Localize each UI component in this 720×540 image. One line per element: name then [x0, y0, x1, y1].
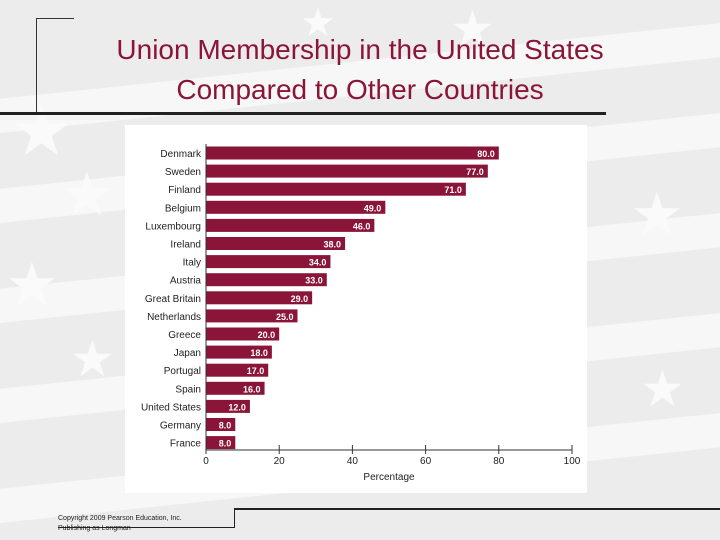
- bar-value-label: 77.0: [466, 167, 484, 177]
- x-tick-label: 40: [347, 456, 359, 467]
- category-label: Portugal: [164, 366, 201, 377]
- bar: [206, 255, 331, 269]
- x-axis-label: Percentage: [363, 472, 415, 483]
- x-tick-label: 100: [564, 456, 581, 467]
- title-underline: [0, 112, 606, 115]
- bar-value-label: 49.0: [364, 203, 382, 213]
- bar-value-label: 8.0: [219, 421, 232, 431]
- bar: [206, 363, 269, 377]
- bar: [206, 309, 298, 323]
- category-label: Austria: [170, 276, 202, 287]
- x-tick-label: 60: [420, 456, 432, 467]
- title-frame-left: [36, 18, 37, 112]
- footer-box-right-edge: [234, 510, 235, 528]
- bar-value-label: 71.0: [444, 185, 462, 195]
- category-label: Denmark: [160, 149, 202, 160]
- category-label: France: [170, 439, 202, 450]
- star-icon: ★: [5, 250, 59, 320]
- bar: [206, 182, 466, 196]
- bar-value-label: 18.0: [250, 348, 268, 358]
- bar-value-label: 25.0: [276, 312, 294, 322]
- x-tick-label: 80: [493, 456, 505, 467]
- bar-value-label: 80.0: [477, 149, 495, 159]
- star-icon: ★: [300, 0, 336, 46]
- bar: [206, 291, 313, 305]
- x-tick-label: 20: [274, 456, 286, 467]
- bar: [206, 237, 346, 250]
- title-frame-top: [36, 18, 74, 19]
- bar-value-label: 17.0: [247, 366, 265, 376]
- bar-value-label: 34.0: [309, 258, 327, 268]
- x-tick-label: 0: [203, 456, 209, 467]
- bar: [206, 273, 327, 287]
- bar-value-label: 46.0: [353, 221, 371, 231]
- category-label: Finland: [168, 185, 201, 196]
- bar: [206, 418, 236, 431]
- bar: [206, 436, 236, 450]
- copyright-notice: Copyright 2009 Pearson Education, Inc. P…: [58, 514, 182, 534]
- category-label: Italy: [183, 258, 201, 269]
- star-icon: ★: [450, 0, 495, 58]
- category-label: Greece: [168, 330, 201, 341]
- star-icon: ★: [640, 360, 685, 418]
- star-icon: ★: [70, 330, 115, 388]
- bar: [206, 200, 386, 214]
- star-icon: ★: [60, 160, 114, 230]
- category-label: Netherlands: [147, 312, 201, 323]
- copyright-line-1: Copyright 2009 Pearson Education, Inc.: [58, 515, 182, 522]
- category-label: Ireland: [170, 240, 201, 251]
- copyright-line-2: Publishing as Longman: [58, 525, 131, 532]
- star-icon: ★: [10, 90, 73, 172]
- category-label: Luxembourg: [145, 221, 201, 232]
- bar-value-label: 29.0: [291, 294, 309, 304]
- bar-value-label: 33.0: [305, 276, 323, 286]
- slide-title: Union Membership in the United States Co…: [40, 30, 680, 110]
- bar: [206, 164, 488, 178]
- bar: [206, 146, 499, 160]
- bar: [206, 327, 280, 341]
- bar: [206, 399, 250, 413]
- category-label: Sweden: [165, 167, 201, 178]
- slide-title-line-1: Union Membership in the United States: [116, 34, 604, 65]
- bar: [206, 381, 265, 395]
- bar-chart: Denmark 80.0 Sweden 77.0 Finland 71.0 Belgium 4…: [141, 144, 581, 483]
- category-label: Japan: [174, 348, 201, 359]
- bar: [206, 218, 375, 232]
- bar-value-label: 16.0: [243, 384, 261, 394]
- footer-rule: [234, 508, 720, 510]
- bar: [206, 345, 272, 359]
- bar-value-label: 12.0: [228, 402, 246, 412]
- bar-value-label: 38.0: [324, 240, 342, 250]
- category-label: Germany: [160, 421, 201, 432]
- category-label: United States: [141, 402, 201, 413]
- category-label: Great Britain: [145, 294, 201, 305]
- category-label: Spain: [175, 384, 201, 395]
- slide-title-line-2: Compared to Other Countries: [176, 74, 544, 105]
- star-icon: ★: [630, 180, 684, 250]
- footer-box-bottom-edge: [58, 527, 235, 528]
- bar-value-label: 8.0: [219, 439, 232, 449]
- bar-value-label: 20.0: [258, 330, 276, 340]
- category-label: Belgium: [165, 203, 201, 214]
